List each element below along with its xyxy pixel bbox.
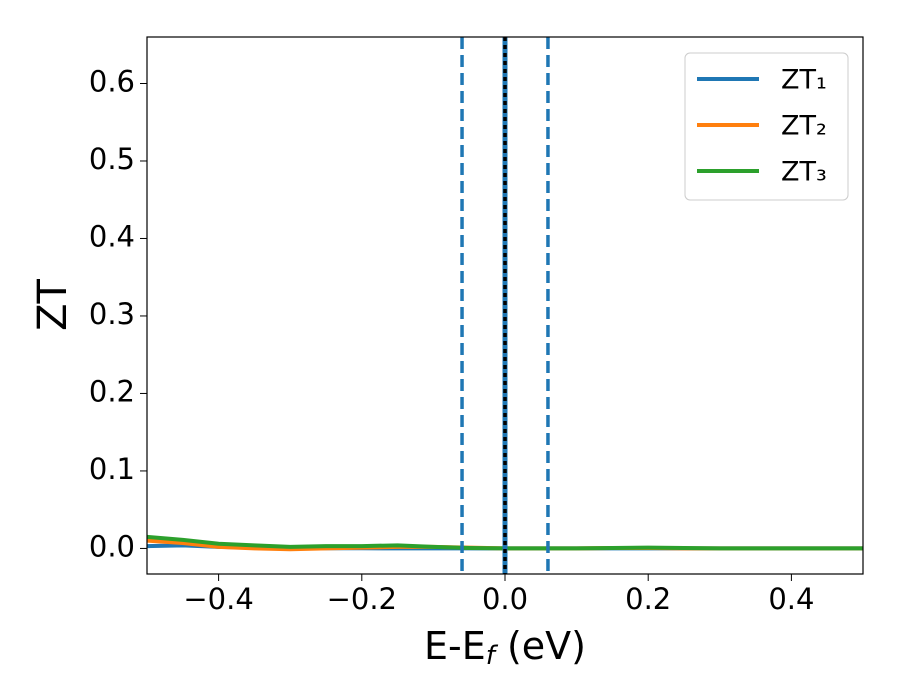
x-label-part: E-E (424, 624, 486, 668)
legend-label: ZT₃ (781, 157, 827, 188)
y-tick-label: 0.3 (89, 297, 135, 331)
y-tick-label: 0.5 (89, 142, 135, 176)
legend-box (684, 52, 849, 201)
legend-label: ZT₁ (781, 65, 827, 96)
legend-label: ZT₂ (781, 111, 827, 142)
plot-area (147, 37, 863, 574)
x-tick-label: −0.4 (183, 582, 253, 616)
plot-frame (146, 36, 864, 575)
y-tick-label: 0.4 (89, 219, 135, 253)
y-tick-label: 0.1 (89, 452, 135, 486)
x-axis-label: E-Ef (eV) (424, 624, 586, 671)
y-tick-label: 0.0 (89, 529, 135, 563)
x-tick-label: −0.2 (327, 582, 397, 616)
x-tick-label: 0.0 (482, 582, 528, 616)
y-axis-label: ZT (30, 279, 76, 331)
x-label-part: (eV) (495, 624, 586, 668)
x-tick-label: 0.2 (625, 582, 671, 616)
y-tick-label: 0.2 (89, 374, 135, 408)
x-tick-label: 0.4 (768, 582, 814, 616)
y-tick-label: 0.6 (89, 64, 135, 98)
